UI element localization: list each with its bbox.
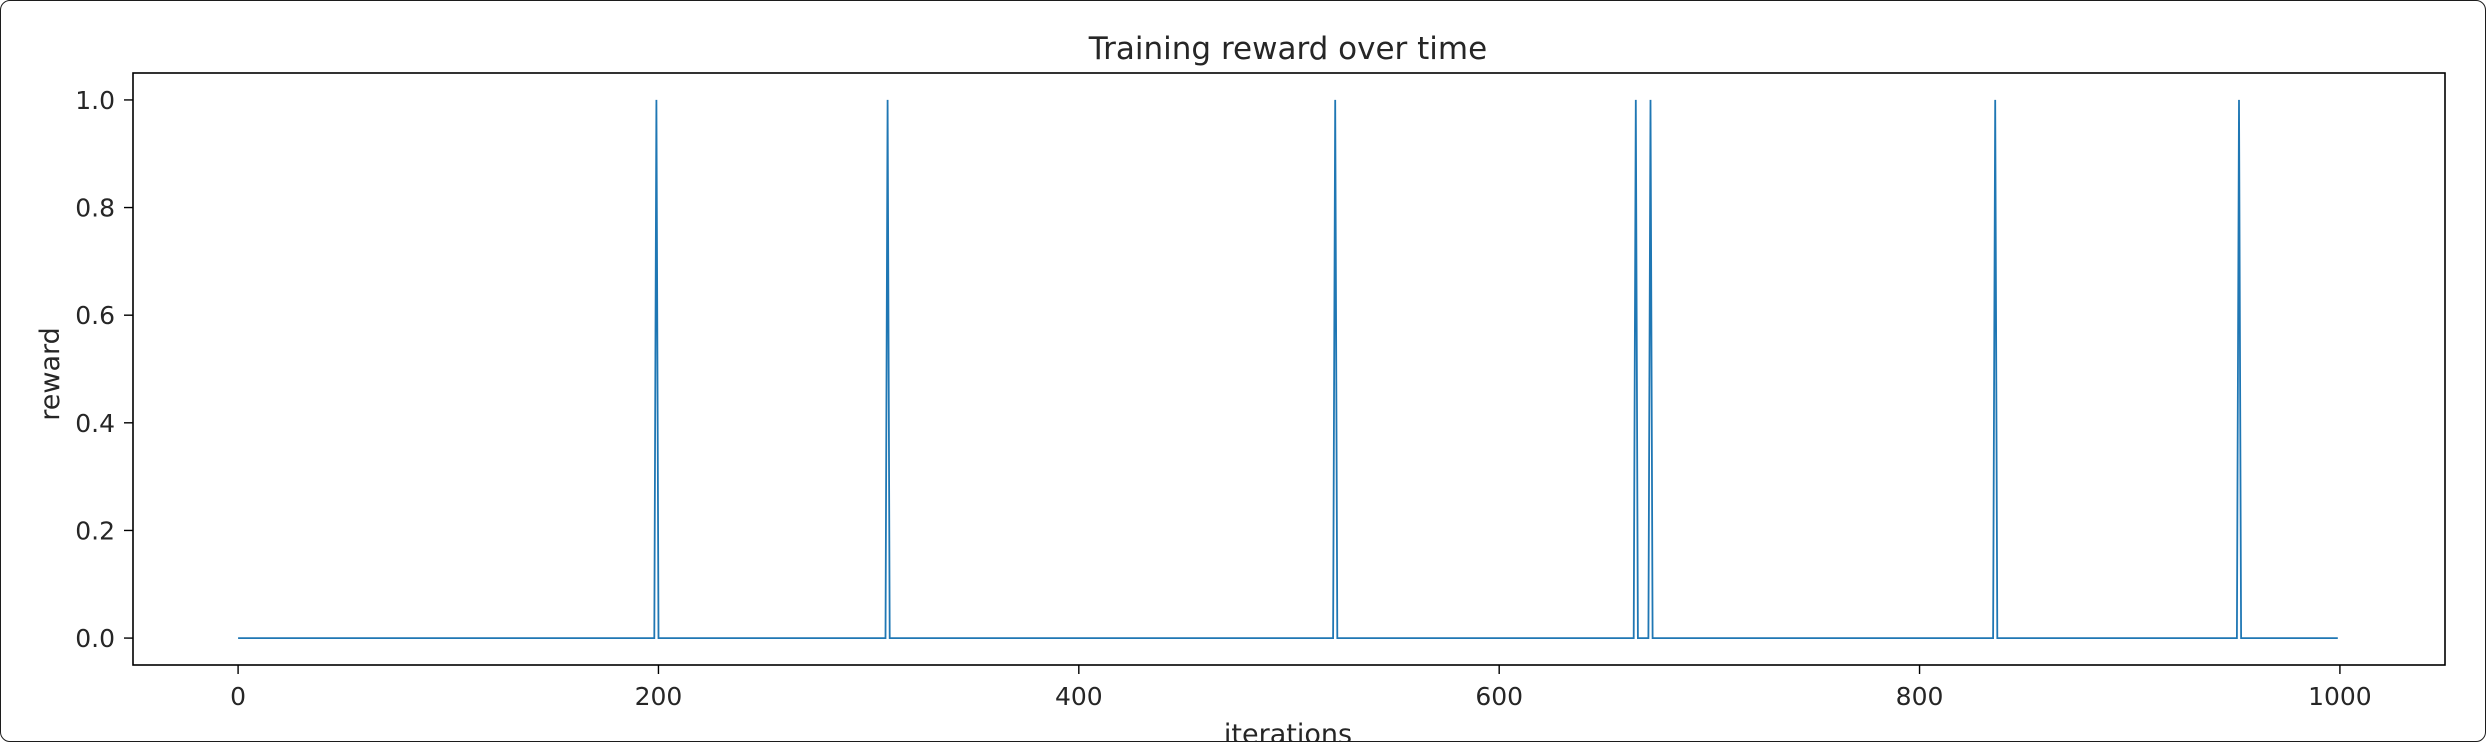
y-tick-label: 0.4 [75,409,115,438]
y-axis: 0.0 0.2 0.4 0.6 0.8 1.0 [75,86,133,653]
x-tick-label: 800 [1896,682,1944,711]
y-tick-label: 0.8 [75,194,115,223]
x-tick-label: 0 [230,682,246,711]
x-tick-label: 600 [1475,682,1523,711]
y-axis-label: reward [35,327,66,421]
y-tick-label: 0.2 [75,516,115,545]
x-tick-label: 200 [635,682,683,711]
reward-series-line [238,99,2338,639]
y-tick-label: 0.0 [75,624,115,653]
x-axis: 0 200 400 600 800 1000 [230,665,2372,711]
plot-area [132,72,2446,666]
x-tick-label: 1000 [2308,682,2372,711]
y-tick-label: 0.6 [75,301,115,330]
x-axis-label: iterations [1224,719,1352,742]
y-tick-label: 1.0 [75,86,115,115]
chart-title: Training reward over time [1088,31,1487,67]
x-tick-label: 400 [1055,682,1103,711]
